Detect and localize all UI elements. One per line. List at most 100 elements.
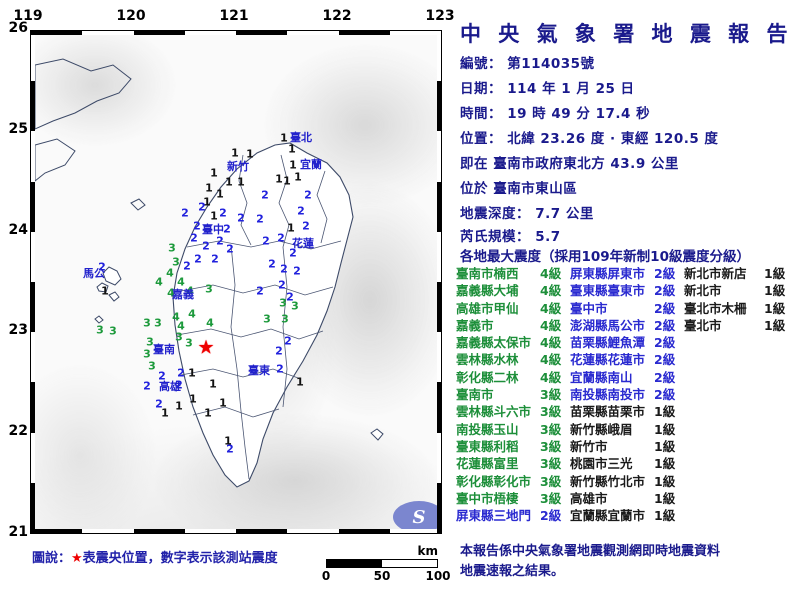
city-label: 臺南 [153,343,175,356]
report-meta-row: 芮氏規模： 5.7 [460,225,561,245]
intensity-place: 苗栗縣鯉魚潭 [570,335,646,351]
station-intensity-marker: 1 [224,434,232,448]
station-intensity-marker: 1 [205,181,213,195]
intensity-row: 南投縣南投市 2級 [570,386,675,403]
graticule-segment [338,31,390,35]
report-meta-row: 地震深度： 7.7 公里 [460,202,594,222]
intensity-level: 1級 [764,266,786,281]
intensity-level: 1級 [654,456,676,472]
graticule-segment [437,81,441,132]
intensity-level: 1級 [654,508,676,524]
station-intensity-marker: 2 [177,366,185,380]
station-intensity-marker: 3 [263,312,271,326]
intensity-row: 臺東縣利稻 3級 [456,438,561,455]
graticule-segment [133,31,185,35]
city-label: 臺中 [202,223,224,236]
intensity-place: 新北市新店 [684,266,747,281]
station-intensity-marker: 2 [226,442,234,456]
city-label: 花蓮 [292,237,314,250]
report-meta-row: 即在 臺南市政府東北方 43.9 公里 [460,152,679,172]
meta-label: 時間： [460,106,502,122]
graticule-segment [31,181,35,232]
intensity-place: 臺中市 [570,300,608,316]
intensity-place: 彰化縣二林 [456,369,519,385]
station-intensity-marker: 1 [210,209,218,223]
station-intensity-marker: 2 [194,252,202,266]
station-intensity-marker: 4 [155,275,163,289]
station-intensity-marker: 2 [237,211,245,225]
graticule-segment [31,529,83,533]
station-intensity-marker: 1 [288,142,296,156]
intensity-level: 2級 [654,300,676,316]
legend-description: 表震央位置，數字表示該測站震度 [82,551,278,566]
intensity-section-title: 各地最大震度（採用109年新制10級震度分級） [460,249,750,265]
scale-tick: 100 [425,569,451,584]
longitude-tick: 119 [13,8,43,24]
latitude-axis: 26 25 24 23 22 21 [2,20,30,540]
intensity-column: 新北市新店 1級 新北市 1級 臺北市木柵 1級 臺北市 1級 [684,265,785,334]
intensity-level: 2級 [654,335,676,351]
meta-label: 地震深度： [460,206,530,222]
station-intensity-marker: 2 [216,234,224,248]
intensity-row: 屏東縣屏東市 2級 [570,265,675,282]
intensity-row: 雲林縣水林 4級 [456,351,561,368]
intensity-level: 1級 [654,490,676,506]
intensity-level: 1級 [654,473,676,489]
intensity-row: 雲林縣斗六市 3級 [456,403,561,420]
graticule-segment [236,529,288,533]
intensity-place: 臺北市 [684,317,722,333]
intensity-place: 嘉義市 [456,317,494,333]
report-meta-row: 位置： 北緯 23.26 度 · 東經 120.5 度 [460,127,718,147]
station-intensity-marker: 1 [204,406,212,420]
intensity-level: 2級 [654,352,676,368]
station-intensity-marker: 2 [202,239,210,253]
taiwan-island-outline [35,58,384,488]
cwa-logo: S [393,501,437,529]
intensity-level: 3級 [540,387,562,403]
meta-value: 臺南市東山區 [488,181,578,197]
station-intensity-marker: 1 [246,147,254,161]
earthquake-map-panel: 119 120 121 122 123 26 25 24 23 22 21 [2,8,455,595]
graticule-segment [31,482,35,533]
latitude-tick: 23 [8,322,28,339]
intensity-place: 花蓮縣花蓮市 [570,352,646,368]
latitude-tick: 24 [8,221,28,238]
graticule-segment [31,81,35,132]
city-label: 臺北 [290,131,312,144]
intensity-row: 屏東縣三地門 2級 [456,507,561,524]
intensity-place: 彰化縣彰化市 [456,473,532,489]
latitude-tick: 22 [8,423,28,440]
station-intensity-marker: 2 [268,257,276,271]
intensity-level: 3級 [540,421,562,437]
map-legend-row: 圖說：★表震央位置，數字表示該測站震度 km 0 50 100 [32,544,451,595]
intensity-level: 3級 [540,404,562,420]
station-intensity-marker: 4 [188,307,196,321]
station-intensity-marker: 4 [167,286,175,300]
report-title: 中 央 氣 象 署 地 震 報 告 [460,22,793,46]
meta-value: 7.7 公里 [530,206,594,222]
station-intensity-marker: 3 [175,330,183,344]
station-intensity-marker: 2 [98,260,106,274]
intensity-place: 高雄市甲仙 [456,300,519,316]
latitude-tick: 21 [8,524,28,540]
station-intensity-marker: 3 [168,241,176,255]
station-intensity-marker: 3 [154,316,162,330]
intensity-place: 屏東縣屏東市 [570,266,646,281]
city-label: 臺東 [248,364,270,377]
station-intensity-marker: 2 [211,252,219,266]
intensity-place: 新北市 [684,283,722,299]
station-intensity-marker: 1 [275,172,283,186]
intensity-level: 4級 [540,369,562,385]
intensity-level: 4級 [540,335,562,351]
station-intensity-marker: 2 [297,204,305,218]
longitude-tick: 123 [425,8,455,24]
station-intensity-marker: 3 [143,347,151,361]
intensity-place: 新竹市 [570,438,608,454]
intensity-row: 臺北市 1級 [684,317,785,334]
intensity-row: 嘉義縣太保市 4級 [456,334,561,351]
graticule-segment [437,482,441,533]
meta-label: 芮氏規模： [460,229,530,245]
city-label: 高雄 [159,380,181,393]
